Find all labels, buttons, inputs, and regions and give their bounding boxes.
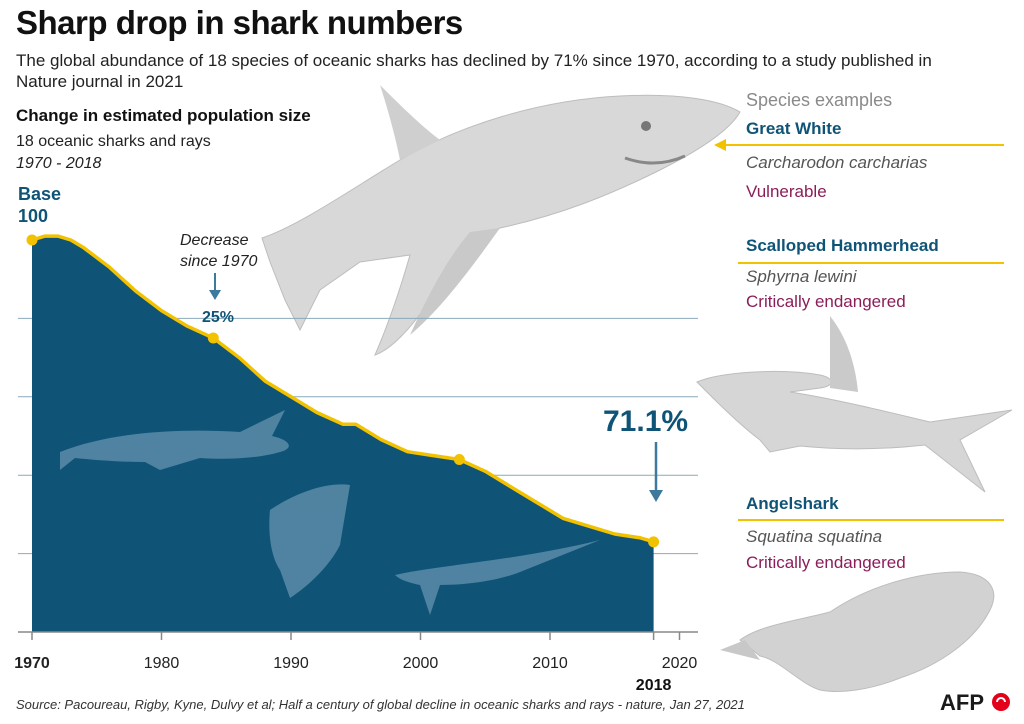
x-tick-label: 2010 bbox=[532, 655, 568, 672]
hammerhead-illustration bbox=[696, 316, 1013, 493]
x-axis: 1970 1980 1990 2000 2010 2020 2018 bbox=[14, 631, 698, 694]
base-label: Base bbox=[18, 184, 61, 204]
species-scientific-great-white: Carcharodon carcharias bbox=[746, 153, 928, 172]
decrease-label: Decrease bbox=[180, 232, 249, 249]
pct-50-label: 50% bbox=[443, 404, 473, 421]
chart-subheading: 18 oceanic sharks and rays bbox=[16, 133, 211, 150]
data-markers bbox=[26, 234, 660, 548]
arrow-left-icon bbox=[714, 139, 726, 151]
page-subtitle: The global abundance of 18 species of oc… bbox=[16, 51, 932, 91]
pct-25-label: 25% bbox=[202, 309, 234, 326]
species-rule-great-white bbox=[722, 144, 1004, 146]
afp-logo: AFP bbox=[940, 690, 1010, 715]
great-white-illustration bbox=[261, 85, 741, 356]
decrease-sub-label: since 1970 bbox=[180, 253, 257, 270]
arrow-25-icon bbox=[209, 273, 221, 300]
species-name-angelshark: Angelshark bbox=[746, 494, 839, 513]
species-name-hammerhead: Scalloped Hammerhead bbox=[746, 236, 939, 255]
silhouette-decoration bbox=[60, 410, 600, 615]
species-scientific-angelshark: Squatina squatina bbox=[746, 527, 883, 546]
species-heading: Species examples bbox=[746, 90, 893, 110]
chart-heading: Change in estimated population size bbox=[16, 106, 311, 125]
chart-year-range: 1970 - 2018 bbox=[16, 155, 102, 172]
afp-logo-text: AFP bbox=[940, 690, 984, 715]
pct-71-label: 71.1% bbox=[603, 405, 688, 438]
data-point-marker bbox=[453, 454, 465, 466]
x-end-year-label: 2018 bbox=[636, 677, 672, 694]
x-tick-label: 2020 bbox=[662, 655, 698, 672]
angelshark-illustration bbox=[720, 571, 995, 692]
species-status-great-white: Vulnerable bbox=[746, 182, 827, 201]
species-rule-angelshark bbox=[738, 519, 1004, 521]
species-rule-hammerhead bbox=[738, 262, 1004, 264]
data-point-marker bbox=[648, 536, 660, 548]
data-point-marker bbox=[26, 234, 38, 246]
x-tick-label: 1980 bbox=[144, 655, 180, 672]
source-note: Source: Pacoureau, Rigby, Kyne, Dulvy et… bbox=[16, 697, 745, 712]
population-line bbox=[31, 234, 655, 544]
species-name-great-white: Great White bbox=[746, 119, 842, 138]
x-tick-label: 1970 bbox=[14, 655, 50, 672]
arrow-71-icon bbox=[649, 442, 663, 502]
data-point-marker bbox=[207, 332, 219, 344]
population-area bbox=[32, 236, 654, 632]
species-status-angelshark: Critically endangered bbox=[746, 553, 906, 572]
species-status-hammerhead: Critically endangered bbox=[746, 292, 906, 311]
species-scientific-hammerhead: Sphyrna lewini bbox=[746, 267, 857, 286]
page-title: Sharp drop in shark numbers bbox=[16, 4, 463, 41]
x-tick-label: 1990 bbox=[273, 655, 309, 672]
x-tick-label: 2000 bbox=[403, 655, 439, 672]
base-value-label: 100 bbox=[18, 206, 48, 226]
